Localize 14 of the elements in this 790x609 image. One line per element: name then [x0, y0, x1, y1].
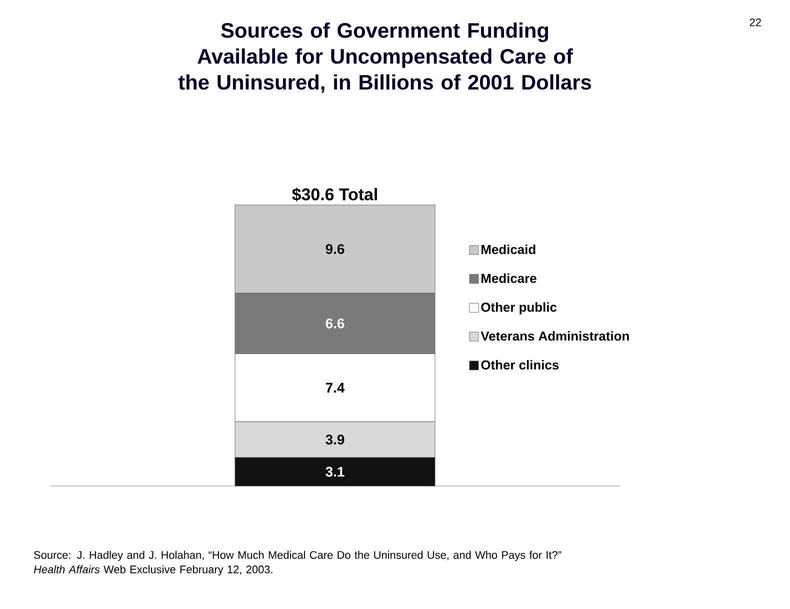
- data-label: 9.6: [326, 244, 344, 254]
- legend-label: Medicare: [482, 273, 536, 283]
- legend-label: Medicaid: [482, 244, 536, 254]
- legend-label: Veterans Administration: [480, 331, 629, 341]
- data-label: 6.6: [326, 318, 344, 328]
- total-label: $30.6 Total: [292, 188, 377, 202]
- data-label: 7.4: [326, 382, 345, 393]
- source-note: Source: J. Hadley and J. Holahan, “How Much Medical Care Do the Uninsured Use, and Who Pays for It?” Health Affairs Web Exclusive February 12, 2003.: [34, 550, 562, 576]
- legend-label: Other public: [481, 302, 557, 314]
- data-label: 3.9: [326, 434, 344, 445]
- chart-title: Sources of Government Funding Available for Uncompensated Care of the Uninsured, in Billions of 2001 Dollars: [178, 22, 592, 93]
- text: 22: [750, 18, 761, 26]
- data-label: 3.1: [326, 466, 344, 477]
- legend-label: Other clinics: [481, 360, 559, 370]
